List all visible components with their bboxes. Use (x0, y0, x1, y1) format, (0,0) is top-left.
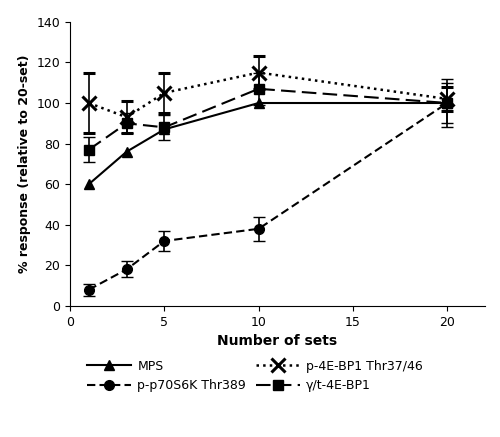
Legend: MPS, p-p70S6K Thr389, p-4E-BP1 Thr37/46, γ/t-4E-BP1: MPS, p-p70S6K Thr389, p-4E-BP1 Thr37/46,… (82, 355, 428, 397)
X-axis label: Number of sets: Number of sets (218, 334, 338, 348)
Line: MPS: MPS (84, 98, 452, 189)
MPS (162, 127, 168, 132)
MPS (86, 181, 92, 187)
MPS (444, 101, 450, 106)
MPS (256, 101, 262, 106)
MPS (124, 149, 130, 154)
Y-axis label: % response (relative to 20-set): % response (relative to 20-set) (18, 55, 31, 273)
